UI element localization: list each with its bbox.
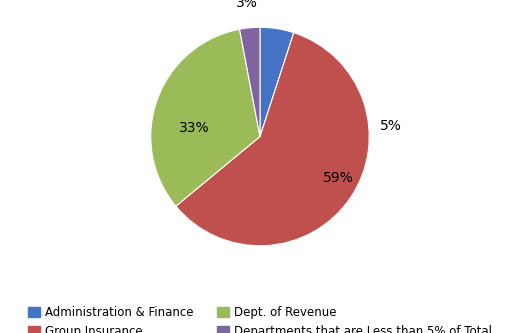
Wedge shape xyxy=(151,29,260,206)
Legend: Administration & Finance, Group Insurance, Dept. of Revenue, Departments that ar: Administration & Finance, Group Insuranc… xyxy=(22,300,498,333)
Wedge shape xyxy=(176,33,369,246)
Text: 33%: 33% xyxy=(179,121,210,135)
Text: 5%: 5% xyxy=(380,119,402,133)
Wedge shape xyxy=(260,27,294,137)
Wedge shape xyxy=(240,27,260,137)
Text: 59%: 59% xyxy=(323,171,354,185)
Text: 3%: 3% xyxy=(236,0,258,10)
